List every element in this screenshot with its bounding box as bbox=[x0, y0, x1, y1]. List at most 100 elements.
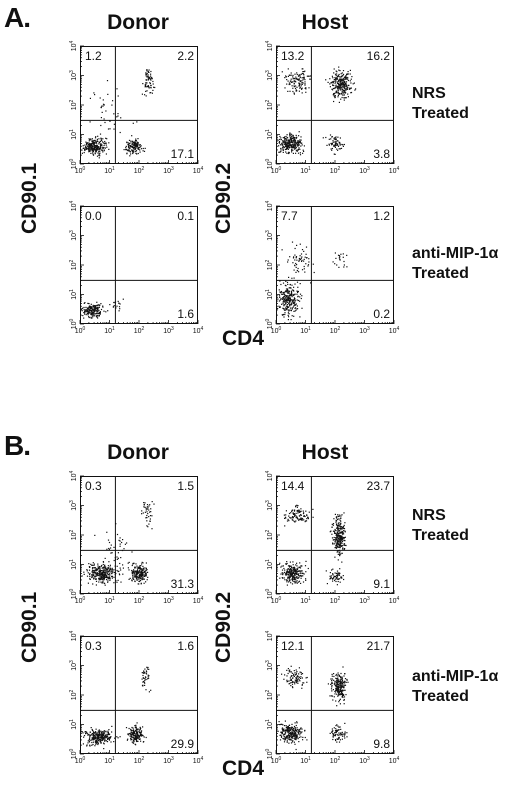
x-tick-label: 102 bbox=[330, 326, 341, 335]
x-tick-label: 103 bbox=[359, 596, 370, 605]
x-tick-label: 104 bbox=[193, 326, 204, 335]
y-tick-label: 104 bbox=[69, 470, 78, 481]
plot-b-host-nrs: 100 100 101 101 102 102 103 103 104 104 14.4 23.7 9.… bbox=[265, 470, 400, 605]
x-tick-label: 101 bbox=[300, 326, 311, 335]
plot-b-donor-antimip: 100 100 101 101 102 102 103 103 104 104 0.3 1.6 29.9 bbox=[69, 630, 204, 765]
quadrant-upper-left-value: 12.1 bbox=[281, 639, 305, 653]
x-tick-label: 104 bbox=[389, 596, 400, 605]
x-tick-label: 100 bbox=[75, 596, 86, 605]
x-tick-label: 102 bbox=[330, 756, 341, 765]
quadrant-lower-right-value: 9.8 bbox=[373, 737, 390, 751]
quadrant-lower-right-value: 17.1 bbox=[171, 147, 195, 161]
panel-b-donor-ylabel: CD90.1 bbox=[18, 591, 41, 663]
panel-b-row1-label-line1: NRS bbox=[412, 507, 446, 524]
panel-a-row2-label-line1: anti-MIP-1α bbox=[412, 245, 499, 262]
quadrant-lower-right-value: 9.1 bbox=[373, 577, 390, 591]
x-tick-label: 102 bbox=[330, 166, 341, 175]
panel-b-row1-label: NRS Treated bbox=[412, 506, 469, 546]
y-tick-label: 100 bbox=[265, 588, 274, 599]
y-tick-label: 103 bbox=[265, 70, 274, 81]
y-tick-label: 104 bbox=[69, 200, 78, 211]
panel-b-host-ylabel: CD90.2 bbox=[212, 591, 235, 663]
y-tick-label: 100 bbox=[69, 318, 78, 329]
plot-frame bbox=[80, 206, 198, 324]
panel-a-row1-label: NRS Treated bbox=[412, 84, 469, 124]
y-tick-label: 101 bbox=[265, 289, 274, 300]
y-tick-label: 102 bbox=[265, 529, 274, 540]
plot-a-host-nrs: 100 100 101 101 102 102 103 103 104 104 13.2 16.2 3.… bbox=[265, 40, 400, 175]
x-tick-label: 100 bbox=[75, 756, 86, 765]
x-tick-label: 102 bbox=[134, 756, 145, 765]
y-tick-label: 102 bbox=[265, 689, 274, 700]
quadrant-upper-left-value: 0.3 bbox=[85, 639, 102, 653]
quadrant-upper-left-value: 14.4 bbox=[281, 479, 305, 493]
y-tick-label: 102 bbox=[265, 259, 274, 270]
y-tick-label: 104 bbox=[265, 200, 274, 211]
quadrant-upper-right-value: 16.2 bbox=[367, 49, 391, 63]
x-tick-label: 101 bbox=[300, 596, 311, 605]
y-tick-label: 101 bbox=[265, 719, 274, 730]
y-tick-label: 104 bbox=[265, 470, 274, 481]
quadrant-lower-right-value: 29.9 bbox=[171, 737, 195, 751]
plot-a-donor-nrs: 100 100 101 101 102 102 103 103 104 104 1.2 2.2 17.1 bbox=[69, 40, 204, 175]
y-tick-label: 104 bbox=[69, 40, 78, 51]
event-dots bbox=[81, 69, 156, 159]
y-tick-label: 102 bbox=[69, 259, 78, 270]
y-tick-label: 100 bbox=[69, 158, 78, 169]
event-dots bbox=[279, 504, 347, 586]
event-dots bbox=[277, 241, 348, 321]
x-tick-label: 101 bbox=[300, 166, 311, 175]
quadrant-upper-left-value: 0.0 bbox=[85, 209, 102, 223]
y-tick-label: 103 bbox=[69, 500, 78, 511]
y-tick-label: 104 bbox=[265, 630, 274, 641]
panel-a-xlabel: CD4 bbox=[222, 327, 265, 350]
plot-b-donor-nrs: 100 100 101 101 102 102 103 103 104 104 0.3 1.5 31.3 bbox=[69, 470, 204, 605]
y-tick-label: 101 bbox=[69, 129, 78, 140]
y-tick-label: 101 bbox=[265, 129, 274, 140]
x-tick-label: 103 bbox=[359, 326, 370, 335]
x-tick-label: 104 bbox=[389, 326, 400, 335]
y-tick-label: 103 bbox=[69, 70, 78, 81]
x-tick-label: 104 bbox=[389, 756, 400, 765]
y-tick-label: 101 bbox=[265, 559, 274, 570]
panel-a-row1-label-line1: NRS bbox=[412, 85, 446, 102]
panel-b-label: B. bbox=[4, 430, 31, 461]
x-tick-label: 104 bbox=[193, 596, 204, 605]
panel-b-row1-label-line2: Treated bbox=[412, 527, 469, 544]
quadrant-lower-right-value: 0.2 bbox=[373, 307, 390, 321]
x-tick-label: 103 bbox=[359, 756, 370, 765]
quadrant-upper-right-value: 1.5 bbox=[177, 479, 194, 493]
y-tick-label: 104 bbox=[265, 40, 274, 51]
quadrant-lower-right-value: 3.8 bbox=[373, 147, 390, 161]
panel-b-donor-header: Donor bbox=[107, 441, 169, 464]
x-tick-label: 101 bbox=[104, 756, 115, 765]
x-tick-label: 103 bbox=[163, 596, 174, 605]
x-tick-label: 103 bbox=[163, 326, 174, 335]
y-tick-label: 102 bbox=[69, 99, 78, 110]
panel-b-row2-label-line1: anti-MIP-1α bbox=[412, 668, 499, 685]
panel-a-row1-label-line2: Treated bbox=[412, 105, 469, 122]
event-dots bbox=[277, 665, 349, 751]
quadrant-upper-left-value: 1.2 bbox=[85, 49, 102, 63]
y-tick-label: 100 bbox=[265, 318, 274, 329]
event-dots bbox=[81, 501, 155, 586]
x-tick-label: 100 bbox=[271, 326, 282, 335]
x-tick-label: 100 bbox=[271, 756, 282, 765]
y-tick-label: 101 bbox=[69, 559, 78, 570]
event-dots bbox=[81, 298, 124, 319]
x-tick-label: 102 bbox=[134, 326, 145, 335]
x-tick-label: 100 bbox=[75, 166, 86, 175]
panel-b-row2-label-line2: Treated bbox=[412, 688, 469, 705]
panel-b-row2-label: anti-MIP-1α Treated bbox=[412, 667, 498, 707]
quadrant-upper-right-value: 23.7 bbox=[367, 479, 391, 493]
panel-b-host-header: Host bbox=[301, 441, 349, 464]
quadrant-upper-right-value: 2.2 bbox=[177, 49, 194, 63]
x-tick-label: 101 bbox=[104, 596, 115, 605]
y-tick-label: 100 bbox=[69, 748, 78, 759]
x-tick-label: 102 bbox=[134, 166, 145, 175]
